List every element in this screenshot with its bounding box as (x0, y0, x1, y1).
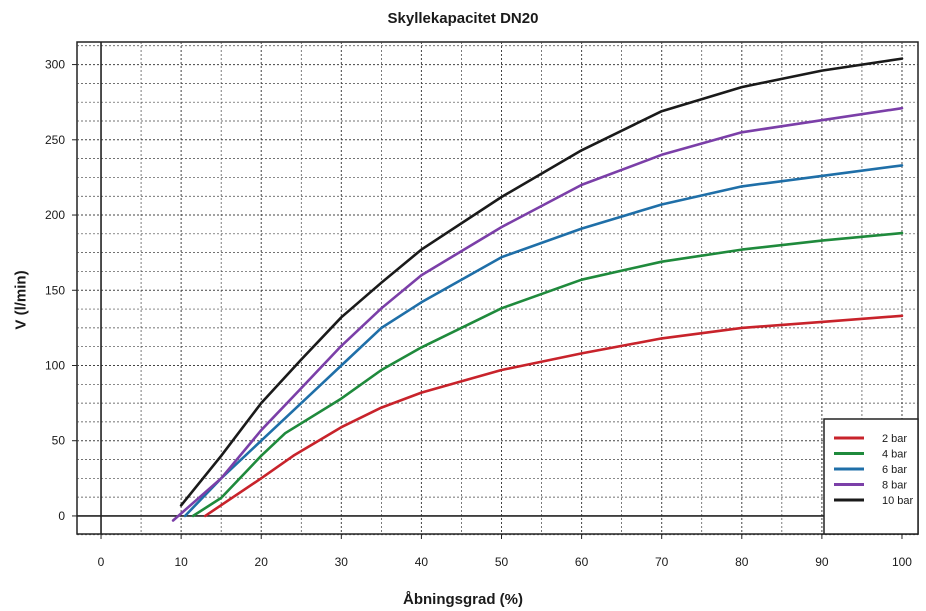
y-tick-label: 100 (45, 358, 65, 372)
y-tick-label: 300 (45, 58, 65, 72)
x-tick-label: 0 (98, 555, 105, 569)
series-line-10-bar (179, 57, 904, 507)
y-tick-label: 200 (45, 208, 65, 222)
x-tick-label: 40 (415, 555, 429, 569)
y-tick-label: 250 (45, 133, 65, 147)
x-tick-label: 70 (655, 555, 669, 569)
series-line-6-bar (183, 164, 904, 518)
x-tick-label: 90 (815, 555, 829, 569)
x-tick-label: 100 (892, 555, 912, 569)
x-tick-label: 30 (335, 555, 349, 569)
x-tick-label: 20 (255, 555, 269, 569)
x-axis-label: Åbningsgrad (%) (403, 591, 523, 608)
y-tick-label: 150 (45, 283, 65, 297)
series-line-2-bar (203, 314, 904, 518)
y-tick-label: 0 (58, 509, 65, 523)
legend-label: 8 bar (882, 480, 907, 492)
chart-title: Skyllekapacitet DN20 (387, 10, 539, 27)
series-line-4-bar (191, 231, 904, 518)
x-tick-label: 10 (174, 555, 188, 569)
series-line-8-bar (171, 106, 904, 522)
x-tick-label: 60 (575, 555, 589, 569)
x-tick-label: 80 (735, 555, 749, 569)
legend-label: 10 bar (882, 495, 914, 507)
legend-label: 2 bar (882, 433, 907, 445)
x-tick-label: 50 (495, 555, 509, 569)
legend-label: 4 bar (882, 449, 907, 461)
plot-frame (76, 41, 919, 535)
y-tick-label: 50 (52, 434, 66, 448)
legend-label: 6 bar (882, 464, 907, 476)
